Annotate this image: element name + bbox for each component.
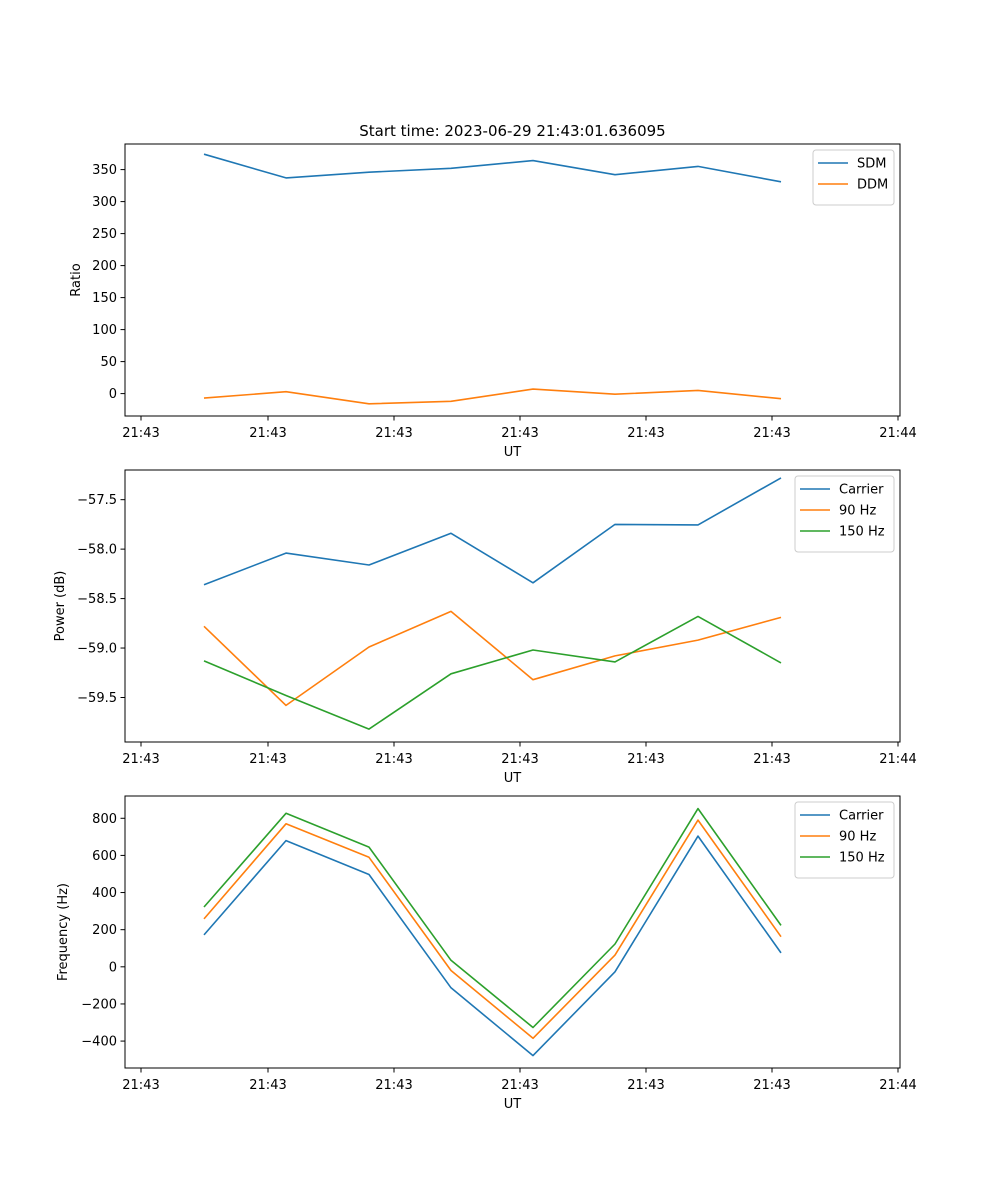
legend-label: 150 Hz (839, 525, 885, 540)
x-tick-label: 21:43 (249, 1078, 286, 1093)
x-tick-label: 21:43 (753, 426, 790, 441)
series-line-2-1 (203, 477, 782, 586)
legend-box (794, 801, 895, 879)
y-tick-label: 100 (92, 323, 117, 338)
x-tick-label: 21:43 (249, 426, 286, 441)
axes-frame (124, 469, 901, 743)
panel-3: 21:43 21:43 21:43 21:43 21:43 21:43 21:44 −400 −… (56, 795, 917, 1112)
y-tick-label: −400 (81, 1035, 117, 1050)
y-tick-label: −58.0 (77, 543, 117, 558)
panel-1: 21:43 21:43 21:43 21:43 21:43 21:43 21:44 0 50 10… (69, 143, 917, 460)
y-tick-label: 200 (92, 923, 117, 938)
y-tick-label: −59.0 (77, 642, 117, 657)
x-tick-label: 21:43 (375, 752, 412, 767)
y-tick-label: 0 (109, 387, 117, 402)
x-axis-label: UT (504, 1097, 522, 1112)
legend-label: 150 Hz (839, 851, 885, 866)
legend: Carrier 90 Hz 150 Hz (794, 801, 895, 879)
legend: SDM DDM (812, 149, 895, 206)
legend-label: SDM (857, 157, 886, 172)
x-axis-label: UT (504, 445, 522, 460)
y-tick-label: −57.5 (77, 493, 117, 508)
x-tick-label: 21:43 (627, 752, 664, 767)
legend-label: 90 Hz (839, 830, 876, 845)
x-tick-label: 21:44 (879, 1078, 916, 1093)
x-tick-label: 21:43 (122, 1078, 159, 1093)
y-tick-label: −200 (81, 997, 117, 1012)
y-tick-label: 200 (92, 259, 117, 274)
y-tick-label: −59.5 (77, 691, 117, 706)
y-tick-label: 50 (100, 355, 117, 370)
series-line-1-2 (203, 388, 782, 405)
y-tick-label: 300 (92, 195, 117, 210)
axes-frame (124, 795, 901, 1069)
series-line-2-3 (203, 615, 782, 730)
x-tick-label: 21:43 (753, 752, 790, 767)
x-axis-label: UT (504, 771, 522, 786)
legend-label: Carrier (839, 809, 884, 824)
series-line-2-2 (203, 610, 782, 707)
y-tick-label: 800 (92, 812, 117, 827)
y-tick-label: −58.5 (77, 592, 117, 607)
series-line-3-2 (203, 819, 782, 1040)
panel-2: 21:43 21:43 21:43 21:43 21:43 21:43 21:44 −59.5… (53, 469, 917, 786)
legend-label: 90 Hz (839, 504, 876, 519)
y-tick-label: 150 (92, 291, 117, 306)
series-line-3-1 (203, 835, 782, 1057)
x-tick-label: 21:43 (375, 426, 412, 441)
x-tick-label: 21:44 (879, 752, 916, 767)
y-tick-label: 250 (92, 227, 117, 242)
x-tick-label: 21:44 (879, 426, 916, 441)
legend-label: DDM (857, 178, 888, 193)
y-tick-label: 0 (109, 960, 117, 975)
x-tick-label: 21:43 (501, 752, 538, 767)
x-tick-label: 21:43 (122, 426, 159, 441)
legend-box (794, 475, 895, 553)
chart-title: Start time: 2023-06-29 21:43:01.636095 (359, 122, 665, 140)
x-tick-label: 21:43 (501, 1078, 538, 1093)
x-tick-label: 21:43 (122, 752, 159, 767)
y-tick-label: 350 (92, 163, 117, 178)
legend: Carrier 90 Hz 150 Hz (794, 475, 895, 553)
y-tick-label: 600 (92, 849, 117, 864)
legend-label: Carrier (839, 483, 884, 498)
y-axis-label: Power (dB) (53, 571, 68, 642)
y-axis-label: Ratio (69, 263, 84, 296)
x-tick-label: 21:43 (501, 426, 538, 441)
x-tick-label: 21:43 (753, 1078, 790, 1093)
x-tick-label: 21:43 (249, 752, 286, 767)
series-line-3-3 (203, 807, 782, 1029)
x-tick-label: 21:43 (375, 1078, 412, 1093)
axes-frame (124, 143, 901, 417)
series-line-1-1 (203, 153, 782, 183)
y-axis-label: Frequency (Hz) (56, 883, 71, 981)
y-tick-label: 400 (92, 886, 117, 901)
x-tick-label: 21:43 (627, 426, 664, 441)
x-tick-label: 21:43 (627, 1078, 664, 1093)
